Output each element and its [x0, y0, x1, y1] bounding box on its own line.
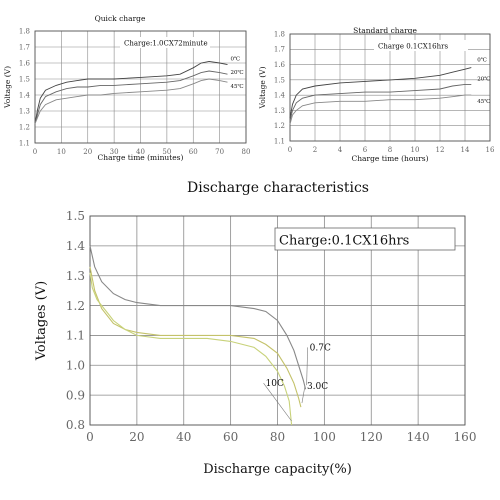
x-tick-label: 0: [86, 430, 94, 444]
series-line-0-7c: [89, 245, 307, 390]
x-tick-label: 14: [461, 146, 470, 154]
series-label-0: 0℃: [477, 57, 487, 64]
series-line-0: [289, 67, 472, 119]
y-tick-label: 1.3: [66, 269, 85, 283]
y-tick-label: 1.2: [66, 299, 85, 313]
series-label-0: 0℃: [231, 56, 241, 63]
series-line-0: [34, 60, 228, 124]
y-tick-label: 1.3: [274, 107, 285, 115]
y-tick-label: 1.7: [19, 43, 30, 51]
x-tick-label: 80: [270, 430, 285, 444]
chart-title: Quick charge: [95, 14, 146, 23]
x-tick-label: 2: [313, 146, 317, 154]
x-tick-label: 20: [129, 430, 144, 444]
chart-title: Standard charge: [353, 26, 417, 35]
series-label-45: 45℃: [477, 98, 490, 105]
x-tick-label: 160: [454, 430, 477, 444]
y-tick-label: 1.0: [66, 358, 85, 372]
y-tick-label: 1.4: [274, 92, 286, 100]
y-axis-label: Voltage (V): [3, 66, 12, 109]
y-tick-label: 1.8: [19, 27, 30, 35]
x-axis-label: Discharge capacity(%): [203, 462, 352, 477]
x-tick-label: 4: [338, 146, 343, 154]
series-label-45: 45℃: [231, 83, 244, 90]
x-tick-label: 10: [411, 146, 420, 154]
x-tick-label: 40: [176, 430, 191, 444]
series-label-20: 20℃: [477, 75, 490, 82]
x-tick-label: 60: [223, 430, 238, 444]
chart-3: Discharge characteristics 0 20 40 60 80 100 120…: [34, 180, 476, 477]
x-tick-label: 6: [363, 146, 368, 154]
y-tick-label: 1.4: [66, 239, 85, 253]
x-tick-label: 100: [313, 430, 336, 444]
x-tick-label: 40: [136, 148, 145, 156]
plot-frame: [289, 33, 491, 142]
x-tick-label: 8: [388, 146, 392, 154]
y-tick-label: 1.1: [19, 139, 30, 147]
x-tick-label: 50: [162, 148, 171, 156]
y-tick-label: 1.6: [19, 59, 31, 67]
series-line-20: [289, 83, 472, 122]
series-label-20: 20℃: [231, 69, 244, 76]
series-line-3-0c: [89, 266, 302, 408]
series-label-leader: [263, 383, 292, 422]
chart-title: Discharge characteristics: [187, 180, 369, 196]
x-axis-label: Charge time (minutes): [98, 153, 184, 162]
annotation-box: [274, 227, 456, 251]
y-tick-label: 0.9: [66, 388, 85, 402]
x-tick-label: 140: [407, 430, 430, 444]
x-tick-label: 0: [33, 148, 37, 156]
y-tick-label: 1.3: [19, 107, 30, 115]
annotation-text: Charge:0.1CX16hrs: [279, 234, 409, 249]
annotation-text: Charge 0.1CX16hrs: [378, 42, 448, 50]
series-line-45: [289, 94, 472, 125]
y-tick-label: 1.2: [274, 122, 285, 130]
y-tick-label: 1.5: [19, 75, 30, 83]
y-tick-label: 1.5: [66, 209, 85, 223]
series-label-0-7c: 0.7C: [310, 343, 331, 353]
y-tick-label: 1.6: [274, 61, 286, 69]
x-tick-label: 70: [215, 148, 224, 156]
chart-1: Quick charge 0 10 20 30 40 50 60 70 80 1.1 1.2 1.3 1.…: [3, 14, 250, 162]
y-tick-label: 1.1: [66, 329, 85, 343]
series-line-10c: [89, 272, 293, 426]
series-label-leader: [301, 386, 306, 404]
x-tick-label: 30: [110, 148, 119, 156]
x-tick-label: 60: [189, 148, 198, 156]
y-tick-label: 1.8: [274, 30, 285, 38]
annotation-box: [120, 37, 210, 48]
y-tick-label: 1.5: [274, 76, 285, 84]
x-tick-label: 10: [57, 148, 66, 156]
x-tick-label: 80: [242, 148, 251, 156]
annotation-text: Charge:1.0CX72minute: [124, 39, 208, 47]
y-tick-label: 1.7: [274, 46, 285, 54]
annotation-box: [374, 40, 468, 51]
y-tick-label: 0.8: [66, 418, 85, 432]
series-label-3-0c: 3.0C: [307, 382, 328, 392]
chart-2: Standard charge 0 2 4 6 8 10 12 14 16 1.1 1.2 1.3 1.4…: [258, 26, 495, 163]
series-line-20: [34, 70, 228, 124]
y-tick-label: 1.2: [19, 123, 30, 131]
x-tick-label: 16: [486, 146, 495, 154]
y-axis-label: Voltage (V): [258, 66, 267, 109]
x-tick-label: 12: [436, 146, 445, 154]
y-tick-label: 1.1: [274, 137, 285, 145]
plot-frame: [34, 30, 247, 144]
series-line-45: [34, 78, 228, 124]
x-axis-label: Charge time (hours): [351, 154, 428, 163]
series-label-leader: [306, 347, 308, 386]
x-tick-label: 0: [288, 146, 292, 154]
x-tick-label: 20: [83, 148, 92, 156]
y-tick-label: 1.4: [19, 91, 31, 99]
x-tick-label: 120: [360, 430, 383, 444]
series-label-10c: 10C: [266, 379, 284, 389]
y-axis-label: Voltages (V): [34, 281, 49, 362]
plot-frame: [89, 215, 466, 426]
